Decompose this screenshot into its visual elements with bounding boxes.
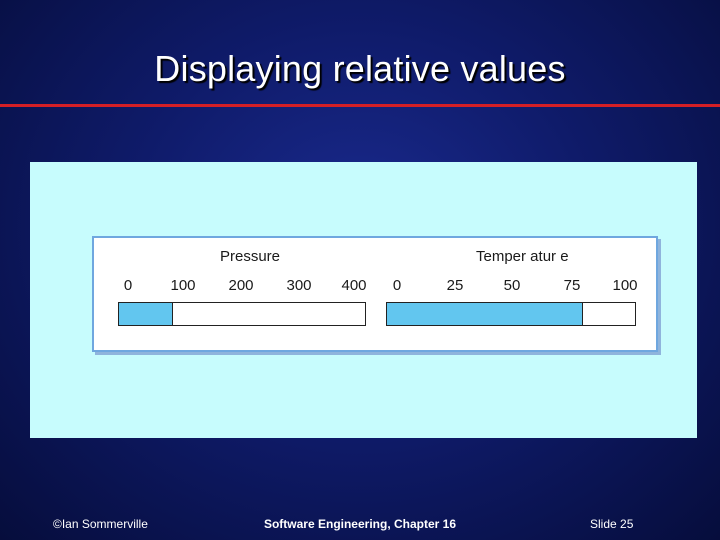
slide-title: Displaying relative values [154, 48, 566, 89]
temperature-tick: 50 [503, 277, 521, 294]
temperature-bar [386, 302, 636, 326]
pressure-tick: 200 [228, 277, 254, 294]
pressure-tick: 300 [286, 277, 312, 294]
temperature-tick: 25 [446, 277, 464, 294]
title-divider [0, 104, 720, 107]
pressure-fill [119, 303, 174, 325]
pressure-tick: 100 [170, 277, 196, 294]
pressure-tick: 0 [123, 277, 133, 294]
pressure-label: Pressure [220, 248, 281, 265]
gauge-display-box [92, 236, 658, 352]
footer-course: Software Engineering, Chapter 16 [263, 517, 457, 531]
temperature-tick: 75 [563, 277, 581, 294]
pressure-tick: 400 [341, 277, 367, 294]
temperature-tick: 100 [612, 277, 638, 294]
pressure-bar [118, 302, 366, 326]
footer-slide-number: Slide 25 [590, 517, 634, 531]
temperature-fill [387, 303, 583, 325]
footer-author: ©Ian Sommerville [53, 517, 148, 531]
temperature-tick: 0 [392, 277, 402, 294]
temperature-label: Temper atur e [476, 248, 569, 265]
